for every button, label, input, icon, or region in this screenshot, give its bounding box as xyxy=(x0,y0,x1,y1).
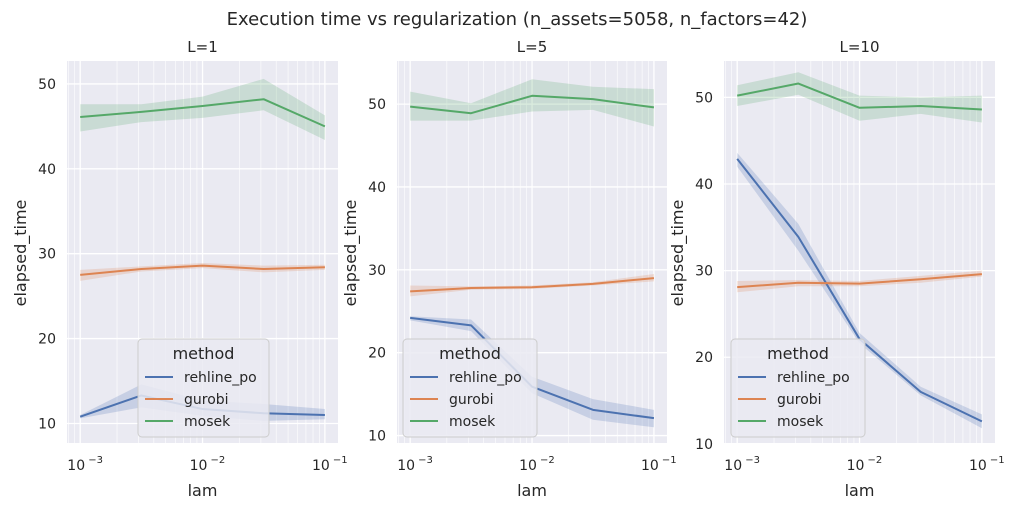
y-axis-label: elapsed_time xyxy=(341,200,361,307)
x-tick-exponent: −1 xyxy=(333,455,348,466)
y-tick-label: 10 xyxy=(38,416,56,432)
subplot-title: L=10 xyxy=(839,38,879,56)
ci-band-gurobi xyxy=(737,270,982,293)
series-line-mosek xyxy=(737,82,982,111)
y-axis-label: elapsed_time xyxy=(11,200,31,307)
subplot-title: L=1 xyxy=(187,38,217,56)
ci-band-gurobi xyxy=(80,263,325,281)
y-tick-label: 40 xyxy=(695,177,713,193)
x-tick-label: 10 xyxy=(969,458,987,474)
x-axis-label: lam xyxy=(845,481,875,500)
series-line-gurobi xyxy=(80,264,325,276)
y-tick-label: 50 xyxy=(695,90,713,106)
legend-label-gurobi: gurobi xyxy=(777,392,822,408)
x-tick-exponent: −1 xyxy=(662,455,677,466)
x-tick-exponent: −3 xyxy=(88,455,103,466)
legend-label-rehline_po: rehline_po xyxy=(449,370,522,386)
x-tick-label: 10 xyxy=(847,458,865,474)
ci-band-mosek xyxy=(80,78,325,140)
ci-band-rehline_po xyxy=(410,316,654,428)
legend-label-mosek: mosek xyxy=(184,414,231,430)
figure-title: Execution time vs regularization (n_asse… xyxy=(227,9,808,30)
x-axis-label: lam xyxy=(517,481,547,500)
x-tick-exponent: −3 xyxy=(418,455,433,466)
legend-box xyxy=(402,338,538,438)
legend-box xyxy=(730,338,866,438)
y-tick-label: 10 xyxy=(368,429,386,445)
x-tick-label: 10 xyxy=(312,458,330,474)
x-tick-label: 10 xyxy=(724,458,742,474)
legend-title: method xyxy=(173,344,235,363)
x-tick-exponent: −1 xyxy=(990,455,1005,466)
series-line-gurobi xyxy=(737,273,982,289)
x-tick-exponent: −2 xyxy=(868,455,883,466)
series-line-gurobi xyxy=(410,277,655,293)
y-axis-label: elapsed_time xyxy=(668,200,688,307)
x-tick-exponent: −2 xyxy=(211,455,226,466)
y-tick-label: 50 xyxy=(38,77,56,93)
x-tick-exponent: −2 xyxy=(540,455,555,466)
subplot-title: L=5 xyxy=(517,38,547,56)
y-tick-label: 40 xyxy=(38,162,56,178)
y-tick-label: 30 xyxy=(695,264,713,280)
x-tick-exponent: −3 xyxy=(745,455,760,466)
legend-label-gurobi: gurobi xyxy=(449,392,494,408)
ci-band-mosek xyxy=(737,72,982,123)
x-axis-label: lam xyxy=(188,481,218,500)
legend-title: method xyxy=(767,344,829,363)
legend-label-rehline_po: rehline_po xyxy=(777,370,850,386)
ci-band-mosek xyxy=(410,79,654,127)
y-tick-label: 30 xyxy=(368,263,386,279)
series-line-mosek xyxy=(410,94,655,115)
x-tick-label: 10 xyxy=(67,458,85,474)
y-tick-label: 30 xyxy=(38,247,56,263)
legend-label-gurobi: gurobi xyxy=(184,392,229,408)
series-line-mosek xyxy=(80,98,326,128)
legend-box xyxy=(137,338,270,438)
legend-label-mosek: mosek xyxy=(449,414,496,430)
y-tick-label: 20 xyxy=(368,346,386,362)
y-tick-label: 50 xyxy=(368,97,386,113)
x-tick-label: 10 xyxy=(519,458,537,474)
y-tick-label: 40 xyxy=(368,180,386,196)
legend-label-mosek: mosek xyxy=(777,414,824,430)
x-tick-label: 10 xyxy=(397,458,415,474)
legend-label-rehline_po: rehline_po xyxy=(184,370,257,386)
y-tick-label: 20 xyxy=(38,332,56,348)
y-tick-label: 10 xyxy=(695,437,713,453)
x-tick-label: 10 xyxy=(190,458,208,474)
y-tick-label: 20 xyxy=(695,350,713,366)
x-tick-label: 10 xyxy=(641,458,659,474)
legend-title: method xyxy=(439,344,501,363)
